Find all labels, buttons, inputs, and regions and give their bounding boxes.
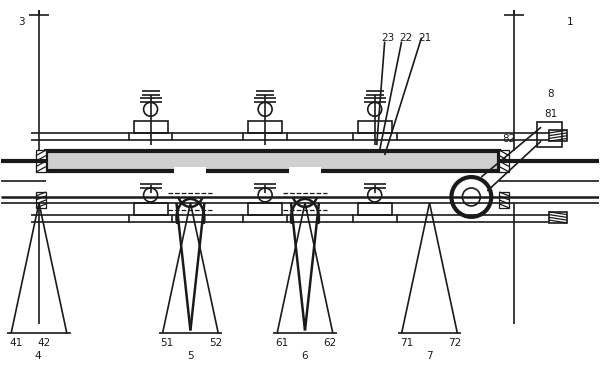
Circle shape (258, 188, 272, 202)
Circle shape (143, 102, 158, 116)
Bar (134, 203, 167, 215)
Text: 1: 1 (567, 17, 574, 27)
Text: 23: 23 (381, 32, 394, 42)
Text: 52: 52 (209, 338, 222, 348)
Bar (175, 224, 206, 243)
Bar (175, 167, 206, 197)
Bar (243, 133, 287, 140)
Bar (248, 203, 282, 215)
Text: 5: 5 (187, 351, 194, 361)
Bar (358, 121, 392, 133)
Bar (128, 133, 172, 140)
Bar (46, 151, 499, 171)
Circle shape (368, 188, 382, 202)
Text: 42: 42 (38, 338, 51, 348)
Text: 3: 3 (18, 17, 25, 27)
Text: 41: 41 (9, 338, 22, 348)
Bar (549, 130, 567, 141)
Text: 7: 7 (426, 351, 433, 361)
Bar (549, 212, 567, 223)
Bar (499, 192, 509, 208)
Bar (289, 167, 321, 197)
Bar (353, 215, 397, 222)
Bar (358, 203, 392, 215)
Bar (134, 121, 167, 133)
Bar (499, 150, 509, 172)
Bar (128, 215, 172, 222)
Text: 21: 21 (418, 32, 431, 42)
Text: 81: 81 (544, 109, 557, 119)
Circle shape (368, 102, 382, 116)
Text: 51: 51 (161, 338, 174, 348)
Text: 61: 61 (275, 338, 289, 348)
Bar (36, 192, 46, 208)
Text: 72: 72 (448, 338, 461, 348)
Bar (537, 122, 562, 147)
Text: 82: 82 (503, 134, 516, 144)
Bar (36, 150, 46, 172)
Circle shape (258, 102, 272, 116)
Bar (243, 215, 287, 222)
Circle shape (143, 188, 158, 202)
Text: 8: 8 (548, 89, 554, 99)
Text: 4: 4 (35, 351, 41, 361)
Text: 62: 62 (323, 338, 337, 348)
Bar (353, 133, 397, 140)
Text: 6: 6 (302, 351, 308, 361)
Bar (289, 224, 321, 243)
Text: 71: 71 (400, 338, 413, 348)
Text: 22: 22 (399, 32, 412, 42)
Bar (248, 121, 282, 133)
